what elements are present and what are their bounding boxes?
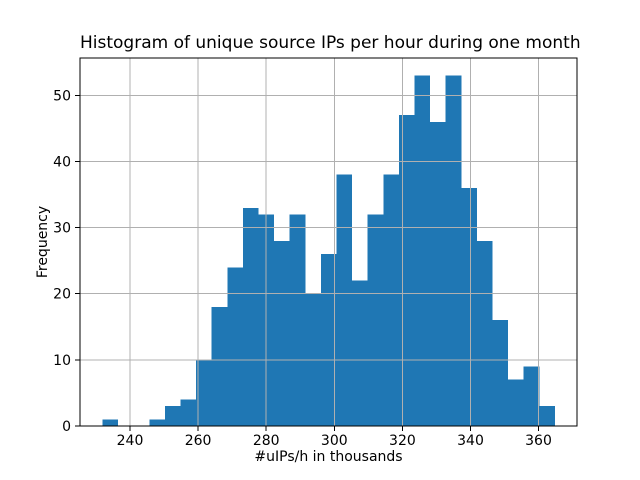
histogram-bar <box>367 214 384 426</box>
histogram-bar <box>211 306 228 426</box>
y-tick-label: 20 <box>53 287 71 303</box>
histogram-bar <box>180 399 197 426</box>
histogram-bar <box>383 174 399 426</box>
histogram-bar <box>445 75 462 427</box>
histogram-bar <box>227 267 243 426</box>
histogram-bar <box>430 121 446 426</box>
histogram-bar <box>320 254 337 426</box>
axes-frame <box>79 57 578 427</box>
x-tick-label: 340 <box>457 433 484 449</box>
histogram-bar <box>539 406 555 426</box>
x-tick-label: 320 <box>389 433 416 449</box>
histogram-bar <box>476 240 493 426</box>
histogram-bar <box>164 406 181 426</box>
histogram-bar <box>414 75 431 427</box>
y-axis-label: Frequency <box>35 205 51 279</box>
y-tick-label: 40 <box>53 155 71 171</box>
y-tick-label: 0 <box>62 419 71 435</box>
chart-title: Histogram of unique source IPs per hour … <box>80 33 581 53</box>
histogram-bar <box>508 379 524 426</box>
y-tick-label: 30 <box>53 221 71 237</box>
y-tick-label: 50 <box>53 88 71 104</box>
x-tick-label: 360 <box>525 433 552 449</box>
x-tick-label: 280 <box>253 433 280 449</box>
x-axis-label: #uIPs/h in thousands <box>254 449 403 465</box>
histogram-bar <box>336 174 353 426</box>
histogram-bar <box>523 366 540 426</box>
histogram-bar <box>242 207 259 426</box>
histogram-bar <box>492 320 509 426</box>
histogram-bar <box>289 214 306 426</box>
histogram-bar <box>461 187 477 426</box>
histogram-bar <box>102 419 119 426</box>
y-tick-label: 10 <box>53 353 71 369</box>
x-tick-label: 260 <box>185 433 212 449</box>
x-tick-label: 240 <box>117 433 144 449</box>
histogram-bar <box>274 240 290 426</box>
histogram-bar <box>196 359 212 426</box>
histogram-bar <box>352 280 368 426</box>
histogram-bar <box>149 419 165 426</box>
x-tick-label: 300 <box>321 433 348 449</box>
